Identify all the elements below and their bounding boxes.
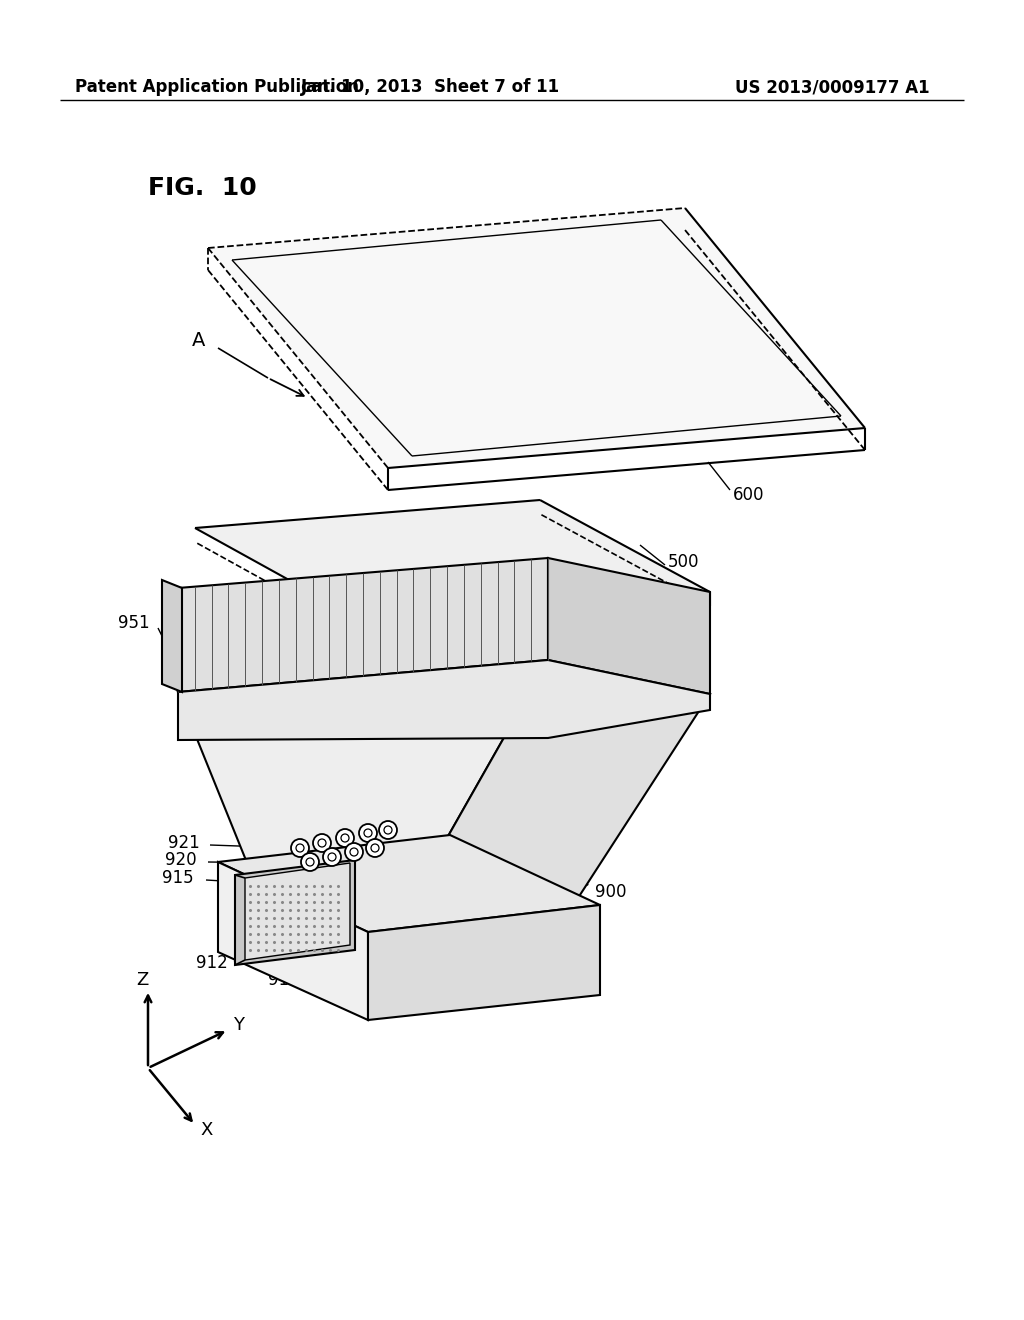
Text: Y: Y [233,1016,244,1034]
Polygon shape [178,660,710,741]
Text: 951: 951 [118,614,150,632]
Circle shape [336,829,354,847]
Text: Z: Z [136,972,148,989]
Polygon shape [208,209,865,469]
Text: 915: 915 [162,869,194,887]
Text: 935: 935 [542,770,573,787]
Text: 500: 500 [668,553,699,572]
Polygon shape [218,862,368,1020]
Text: 910: 910 [418,965,450,983]
Text: 950: 950 [532,709,563,727]
Polygon shape [162,579,182,692]
Text: A: A [193,330,206,350]
Polygon shape [548,558,710,694]
Text: US 2013/0009177 A1: US 2013/0009177 A1 [735,78,930,96]
Circle shape [366,840,384,857]
Circle shape [301,853,319,871]
Polygon shape [368,906,600,1020]
Text: 921: 921 [168,834,200,851]
Circle shape [345,843,362,861]
Polygon shape [430,660,710,898]
Circle shape [379,821,397,840]
Polygon shape [234,861,355,965]
Circle shape [291,840,309,857]
Circle shape [323,847,341,866]
Text: X: X [200,1121,212,1139]
Polygon shape [245,863,350,960]
Text: 912: 912 [196,954,227,972]
Polygon shape [178,660,548,890]
Text: 600: 600 [733,486,765,504]
Text: 955: 955 [542,682,573,701]
Polygon shape [178,558,548,692]
Text: 920: 920 [165,851,197,869]
Text: Patent Application Publication: Patent Application Publication [75,78,359,96]
Circle shape [313,834,331,851]
Text: 911: 911 [268,972,300,989]
Text: FIG.  10: FIG. 10 [148,176,257,201]
Text: 900: 900 [595,883,627,902]
Polygon shape [195,500,710,622]
Text: Jan. 10, 2013  Sheet 7 of 11: Jan. 10, 2013 Sheet 7 of 11 [300,78,559,96]
Polygon shape [218,836,600,932]
Circle shape [359,824,377,842]
